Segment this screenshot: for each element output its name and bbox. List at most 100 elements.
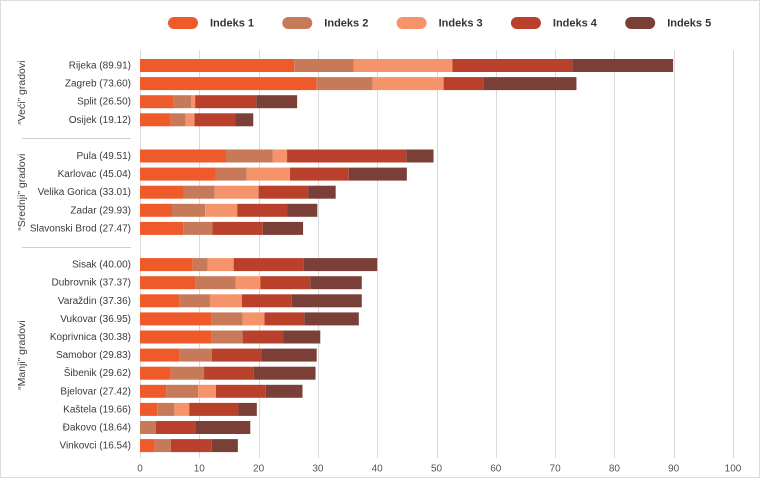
bar-segment-series-1 bbox=[140, 59, 295, 72]
bar-segment-series-2 bbox=[215, 167, 247, 181]
bar-segment-series-2 bbox=[179, 294, 210, 308]
group-label: “Srednji” gradovi bbox=[16, 154, 28, 231]
bar-segment-series-1 bbox=[140, 348, 180, 362]
category-labels: Rijeka (89.91) Zagreb (73.60) Split (26.50… bbox=[30, 61, 131, 452]
bar-segment-series-5 bbox=[304, 312, 359, 326]
bar-segment-series-3 bbox=[207, 258, 234, 272]
bar-segment-series-1 bbox=[140, 167, 216, 181]
stacked-bar bbox=[140, 113, 254, 127]
category-label: Pula (49.51) bbox=[77, 151, 131, 162]
bar-segment-series-4 bbox=[215, 384, 266, 398]
bar-segment-series-5 bbox=[262, 221, 304, 235]
bar-segment-series-5 bbox=[256, 95, 298, 109]
x-tick-label: 70 bbox=[550, 464, 562, 475]
bar-segment-series-4 bbox=[189, 402, 239, 416]
bar-segment-series-2 bbox=[173, 95, 191, 109]
legend-swatch bbox=[168, 17, 198, 29]
bar-segment-series-2 bbox=[140, 421, 157, 434]
stacked-bar bbox=[140, 384, 303, 398]
category-label: Sisak (40.00) bbox=[72, 260, 131, 271]
bar-segment-series-5 bbox=[283, 330, 321, 344]
x-tick-label: 0 bbox=[137, 464, 143, 475]
stacked-bar bbox=[140, 185, 336, 199]
bar-segment-series-2 bbox=[172, 203, 206, 217]
stacked-bar bbox=[140, 77, 577, 91]
bar-segment-series-2 bbox=[170, 366, 205, 380]
bar-segment-series-5 bbox=[238, 402, 257, 416]
bar-segment-series-5 bbox=[348, 167, 407, 181]
stacked-bar bbox=[140, 258, 378, 272]
bar-segment-series-5 bbox=[195, 421, 251, 434]
bar-segment-series-5 bbox=[406, 149, 434, 163]
category-label: Karlovac (45.04) bbox=[58, 169, 131, 180]
stacked-bar bbox=[140, 203, 318, 217]
bar-segment-series-4 bbox=[260, 276, 311, 290]
legend-item: Indeks 1 bbox=[168, 17, 254, 30]
stacked-bar bbox=[140, 149, 434, 163]
legend: Indeks 1 Indeks 2 Indeks 3 Indeks 4 Indeks 5 bbox=[168, 17, 711, 30]
x-tick-label: 60 bbox=[490, 464, 502, 475]
bar-segment-series-1 bbox=[140, 149, 226, 163]
bar-segment-series-5 bbox=[310, 276, 362, 290]
bar-segment-series-3 bbox=[246, 167, 291, 181]
stacked-bar bbox=[140, 95, 298, 109]
category-label: Osijek (19.12) bbox=[69, 115, 131, 126]
bar-segment-series-2 bbox=[166, 384, 199, 398]
category-label: Đakovo (18.64) bbox=[63, 423, 131, 434]
stacked-bar bbox=[140, 312, 359, 326]
bar-segment-series-4 bbox=[264, 312, 305, 326]
category-label: Vinkovci (16.54) bbox=[59, 441, 131, 452]
bar-segment-series-3 bbox=[242, 312, 265, 326]
bar-segment-series-1 bbox=[140, 258, 193, 272]
bar-segment-series-2 bbox=[192, 258, 208, 272]
bar-segment-series-4 bbox=[258, 185, 309, 199]
bar-segment-series-1 bbox=[140, 384, 167, 398]
bar-segment-series-1 bbox=[140, 221, 184, 235]
bar-segment-series-3 bbox=[198, 384, 216, 398]
legend-label: Indeks 2 bbox=[324, 18, 368, 30]
bar-segment-series-5 bbox=[572, 59, 674, 72]
bar-segment-series-4 bbox=[212, 221, 263, 235]
group-label: “Veći” gradovi bbox=[16, 61, 28, 125]
bar-segment-series-3 bbox=[272, 149, 288, 163]
legend-item: Indeks 3 bbox=[396, 17, 483, 30]
bar-segment-series-5 bbox=[235, 113, 254, 127]
category-label: Slavonski Brod (27.47) bbox=[30, 223, 131, 234]
bar-segment-series-2 bbox=[183, 185, 215, 199]
bar-segment-series-2 bbox=[179, 348, 212, 362]
bar-segment-series-4 bbox=[287, 149, 407, 163]
category-label: Velika Gorica (33.01) bbox=[38, 187, 131, 198]
group-label: “Manji” gradovi bbox=[16, 320, 28, 389]
bar-segment-series-1 bbox=[140, 330, 212, 344]
bar-segment-series-3 bbox=[174, 402, 190, 416]
bar-segment-series-2 bbox=[183, 221, 213, 235]
category-label: Dubrovnik (37.37) bbox=[52, 278, 131, 289]
x-tick-label: 80 bbox=[609, 464, 621, 475]
category-label: Kaštela (19.66) bbox=[63, 404, 131, 415]
category-label: Samobor (29.83) bbox=[56, 350, 131, 361]
bar-segment-series-4 bbox=[443, 77, 484, 91]
group-separators bbox=[22, 138, 131, 248]
bar-segment-series-4 bbox=[290, 167, 349, 181]
bar-segment-series-1 bbox=[140, 312, 212, 326]
bar-segment-series-2 bbox=[195, 276, 236, 290]
x-tick-label: 100 bbox=[725, 464, 742, 475]
stacked-bar bbox=[140, 348, 317, 362]
stacked-bar bbox=[140, 366, 316, 380]
x-tick-label: 30 bbox=[312, 464, 324, 475]
bar-segment-series-2 bbox=[294, 59, 354, 72]
bar-segment-series-1 bbox=[140, 402, 158, 416]
stacked-bar bbox=[140, 167, 407, 181]
bar-segment-series-3 bbox=[205, 203, 238, 217]
x-tick-label: 50 bbox=[431, 464, 443, 475]
bar-segment-series-3 bbox=[214, 185, 259, 199]
bar-segment-series-1 bbox=[140, 113, 171, 127]
bar-segment-series-4 bbox=[242, 330, 284, 344]
bar-segment-series-4 bbox=[452, 59, 573, 72]
stacked-bar bbox=[140, 330, 321, 344]
bars bbox=[140, 59, 674, 453]
bar-segment-series-3 bbox=[209, 294, 242, 308]
bar-segment-series-5 bbox=[265, 384, 303, 398]
legend-label: Indeks 1 bbox=[210, 18, 254, 30]
